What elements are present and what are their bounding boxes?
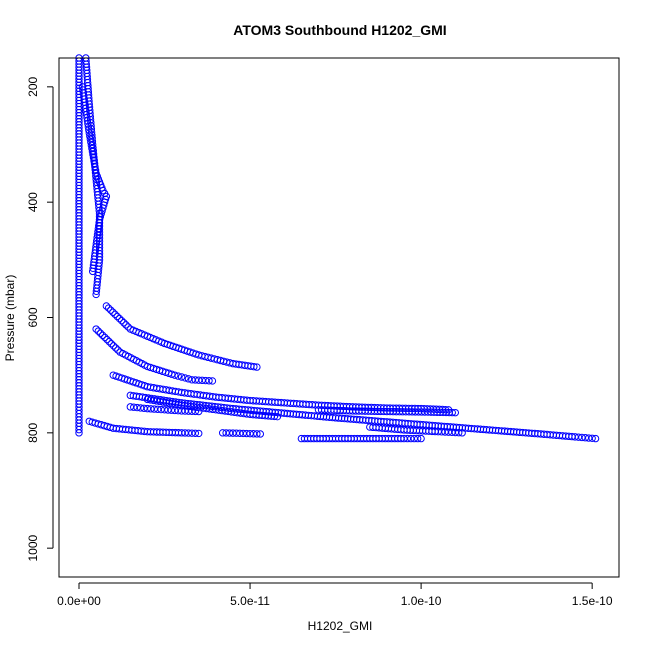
data-point bbox=[88, 267, 97, 276]
data-point bbox=[184, 375, 193, 383]
data-point bbox=[75, 425, 83, 434]
data-point bbox=[130, 403, 138, 411]
data-point bbox=[111, 310, 119, 319]
data-series bbox=[218, 429, 265, 438]
y-axis-label: Pressure (mbar) bbox=[3, 275, 17, 362]
data-point bbox=[94, 327, 102, 335]
chart-title: ATOM3 Southbound H1202_GMI bbox=[233, 22, 446, 38]
data-series bbox=[314, 406, 460, 417]
x-tick-label: 5.0e-11 bbox=[230, 594, 270, 608]
data-point bbox=[115, 314, 124, 323]
data-point bbox=[191, 429, 200, 437]
x-tick-label: 1.5e-10 bbox=[572, 594, 613, 608]
axes: 0.0e+00 5.0e-11 1.0e-10 1.5e-10 200 400 600 800… bbox=[26, 57, 620, 608]
data-point bbox=[448, 408, 456, 417]
data-point bbox=[181, 374, 189, 382]
plot-frame bbox=[58, 57, 620, 578]
y-tick-label: 1000 bbox=[26, 534, 40, 561]
data-point bbox=[120, 319, 128, 327]
data-point bbox=[588, 434, 596, 443]
data-point bbox=[273, 412, 282, 421]
data-point bbox=[109, 308, 117, 316]
data-series bbox=[75, 54, 83, 437]
data-point bbox=[75, 429, 83, 437]
plot-area bbox=[75, 54, 600, 443]
data-point bbox=[98, 331, 107, 340]
data-point bbox=[168, 370, 176, 378]
data-point bbox=[270, 412, 279, 421]
data-point bbox=[111, 344, 120, 352]
x-axis-label: H1202_GMI bbox=[308, 619, 373, 633]
data-series bbox=[143, 395, 282, 421]
data-point bbox=[205, 377, 213, 385]
data-point bbox=[451, 408, 460, 417]
data-point bbox=[105, 337, 113, 346]
data-point bbox=[117, 316, 126, 325]
data-point bbox=[136, 404, 145, 412]
data-point bbox=[250, 362, 258, 371]
data-point bbox=[104, 304, 113, 312]
data-point bbox=[113, 312, 121, 321]
data-series bbox=[85, 417, 203, 438]
data-point bbox=[177, 373, 186, 381]
data-point bbox=[417, 434, 425, 443]
x-tick-label: 1.0e-10 bbox=[401, 594, 442, 608]
data-series bbox=[78, 83, 111, 276]
data-series bbox=[92, 325, 217, 385]
data-point bbox=[253, 363, 261, 371]
data-point bbox=[591, 434, 600, 443]
data-series bbox=[102, 302, 261, 371]
y-tick-label: 600 bbox=[26, 307, 40, 327]
data-point bbox=[89, 264, 97, 273]
data-point bbox=[102, 302, 111, 310]
data-point bbox=[101, 333, 109, 342]
y-tick-label: 400 bbox=[26, 192, 40, 212]
data-point bbox=[171, 371, 179, 379]
data-point bbox=[107, 306, 115, 314]
data-series bbox=[366, 423, 466, 437]
data-point bbox=[191, 407, 200, 416]
data-point bbox=[195, 407, 203, 416]
data-point bbox=[124, 323, 132, 331]
data-point bbox=[413, 434, 422, 443]
data-point bbox=[109, 342, 118, 350]
data-point bbox=[458, 429, 466, 437]
y-tick-label: 800 bbox=[26, 423, 40, 443]
data-point bbox=[96, 329, 105, 337]
data-point bbox=[126, 403, 135, 411]
data-point bbox=[253, 430, 261, 438]
data-point bbox=[92, 287, 101, 295]
data-series bbox=[297, 434, 425, 443]
data-point bbox=[122, 321, 130, 329]
data-point bbox=[133, 403, 141, 412]
data-point bbox=[92, 325, 100, 333]
x-tick-label: 0.0e+00 bbox=[57, 594, 101, 608]
data-series bbox=[126, 403, 203, 416]
data-point bbox=[103, 335, 111, 344]
data-point bbox=[195, 429, 203, 438]
data-point bbox=[92, 290, 100, 299]
y-tick-label: 200 bbox=[26, 77, 40, 97]
data-point bbox=[256, 430, 265, 438]
data-point bbox=[455, 428, 463, 437]
data-point bbox=[174, 372, 182, 380]
data-point bbox=[208, 377, 217, 385]
data-point bbox=[114, 346, 122, 354]
data-point bbox=[107, 340, 116, 348]
